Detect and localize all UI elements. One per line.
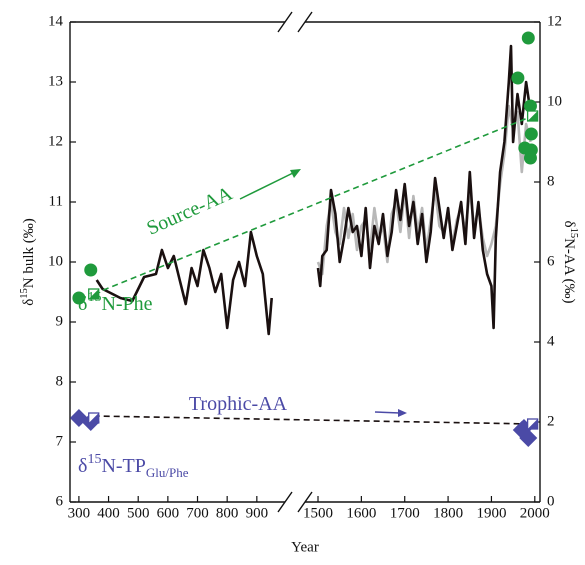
square-half (527, 111, 538, 121)
marker-circle (524, 127, 538, 141)
marker-circle (511, 71, 525, 85)
marker-circle (84, 263, 98, 277)
y-tick-label: 9 (56, 313, 64, 329)
y2-axis-label: δ15N-AA (‰) (561, 221, 580, 304)
marker-circle (521, 31, 535, 45)
annotation: Source-AA (143, 182, 236, 239)
data-line (95, 230, 273, 336)
y2-tick-label: 8 (547, 173, 555, 189)
label-part: 15 (568, 228, 579, 239)
square-half (88, 289, 99, 299)
marker-square (526, 110, 539, 122)
marker-circle (523, 151, 537, 165)
data-line (316, 44, 532, 330)
label-part: N-AA (‰) (561, 238, 577, 303)
x-tick-label: 2000 (520, 505, 550, 521)
marker-square (88, 288, 100, 300)
x-tick-label: 900 (246, 505, 269, 521)
label-part: 15 (87, 290, 101, 305)
y-axis-label: δ15N bulk (‰) (19, 218, 38, 306)
label-part: δ (78, 455, 87, 477)
x-tick-label: 1500 (303, 505, 333, 521)
x-axis-label: Year (291, 539, 319, 555)
annotation: δ15N-TPGlu/Phe (78, 452, 189, 481)
x-tick-label: 1700 (390, 505, 420, 521)
x-tick-label: 1900 (476, 505, 506, 521)
y2-tick-label: 10 (547, 93, 562, 109)
label-part: Glu/Phe (146, 465, 189, 480)
label-part: δ (21, 299, 37, 306)
axes-frame (69, 11, 541, 513)
y2-tick-label: 6 (547, 253, 555, 269)
y-tick-label: 10 (48, 253, 63, 269)
x-tick-label: 1600 (346, 505, 376, 521)
y-tick-label: 8 (56, 373, 64, 389)
square-half (88, 413, 99, 423)
label-part: 15 (87, 452, 101, 467)
y-tick-label: 12 (48, 133, 63, 149)
x-tick-label: 300 (68, 505, 91, 521)
marker-circle (523, 99, 537, 113)
label-part: δ (78, 293, 87, 315)
marker-square (526, 418, 539, 430)
trend-line (93, 115, 533, 295)
annotation: Trophic-AA (189, 393, 288, 415)
x-tick-label: 400 (97, 505, 120, 521)
y-tick-label: 13 (48, 73, 63, 89)
label-part: N bulk (‰) (21, 218, 37, 288)
x-tick-label: 1800 (433, 505, 463, 521)
label-part: N-TP (101, 455, 145, 477)
y-tick-label: 14 (48, 13, 64, 29)
x-tick-label: 500 (127, 505, 150, 521)
trend-line (93, 415, 533, 425)
marker-diamond (519, 429, 538, 447)
y2-tick-label: 0 (547, 493, 555, 509)
x-tick-label: 700 (186, 505, 209, 521)
label-part: N-Phe (101, 293, 152, 315)
y2-tick-label: 2 (547, 413, 555, 429)
annotation: δ15N-Phe (78, 290, 153, 315)
marker-circle (72, 291, 86, 305)
y2-tick-label: 12 (547, 13, 562, 29)
arrows (239, 169, 407, 417)
y-tick-label: 11 (49, 193, 63, 209)
x-tick-label: 800 (216, 505, 239, 521)
y-tick-label: 6 (56, 493, 64, 509)
label-part: δ (561, 221, 577, 228)
label-part: Source-AA (143, 182, 236, 239)
square-half (527, 419, 538, 429)
y2-tick-label: 4 (547, 333, 555, 349)
y-tick-label: 7 (56, 433, 64, 449)
label-part: Trophic-AA (189, 393, 288, 415)
label-part: 15 (19, 288, 30, 299)
marker-square (88, 412, 100, 424)
x-tick-label: 600 (157, 505, 180, 521)
